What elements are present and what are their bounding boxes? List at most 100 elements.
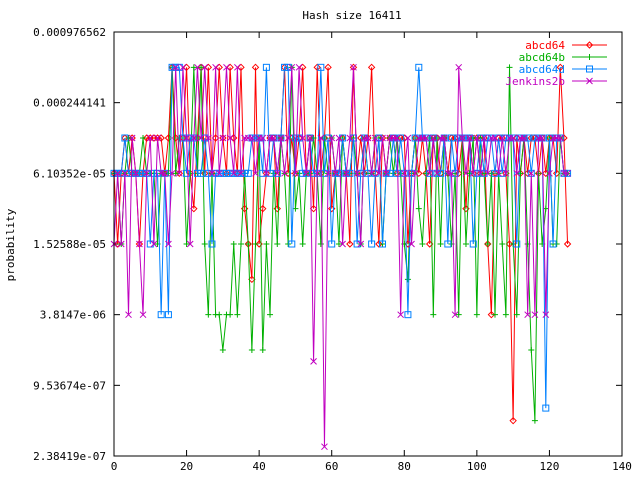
- data-point: [480, 134, 488, 142]
- data-point: [164, 134, 173, 142]
- x-tick-label: 120: [539, 460, 559, 473]
- data-point: [324, 63, 332, 72]
- data-point: [469, 240, 477, 248]
- x-tick-label: 0: [111, 460, 118, 473]
- data-point: [346, 240, 354, 248]
- data-point: [546, 169, 553, 177]
- data-point: [208, 169, 216, 177]
- data-point: [321, 443, 328, 451]
- data-point: [324, 169, 332, 177]
- data-point: [190, 134, 198, 142]
- legend-label: abcd64d: [519, 63, 565, 76]
- y-tick-label: 3.8147e-06: [40, 309, 106, 322]
- data-point: [477, 169, 484, 177]
- data-point: [125, 135, 132, 141]
- data-point: [357, 240, 365, 248]
- data-point: [270, 134, 278, 142]
- data-point: [433, 169, 441, 177]
- series-line: [114, 66, 568, 409]
- data-point: [535, 170, 542, 177]
- series-3: [110, 63, 571, 451]
- data-point: [281, 169, 288, 177]
- data-point: [429, 134, 437, 142]
- data-point: [150, 169, 158, 177]
- data-point: [114, 169, 121, 177]
- data-point: [190, 64, 197, 71]
- data-point: [248, 134, 256, 142]
- data-point: [219, 347, 226, 353]
- legend-marker: [585, 41, 594, 49]
- data-point: [469, 169, 477, 177]
- data-point: [487, 310, 496, 319]
- data-point: [183, 241, 190, 247]
- data-point: [281, 63, 289, 71]
- data-point: [451, 134, 459, 142]
- data-point: [121, 134, 129, 142]
- data-point: [216, 311, 223, 318]
- data-point: [520, 134, 528, 142]
- data-point: [175, 169, 184, 178]
- data-point: [317, 241, 324, 247]
- data-point: [360, 169, 369, 178]
- data-point: [273, 169, 281, 177]
- data-point: [430, 311, 437, 318]
- data-point: [379, 240, 387, 248]
- legend-label: abcd64: [525, 39, 565, 52]
- data-point: [426, 169, 434, 177]
- data-point: [563, 240, 572, 248]
- data-point: [186, 240, 194, 248]
- data-point: [393, 169, 401, 177]
- data-point: [204, 134, 212, 142]
- data-point: [542, 311, 550, 319]
- data-point: [198, 64, 205, 71]
- data-point: [121, 169, 129, 177]
- data-point: [404, 134, 412, 142]
- data-point: [306, 134, 314, 142]
- data-point: [513, 311, 520, 318]
- data-point: [528, 347, 535, 353]
- data-point: [440, 134, 448, 142]
- data-point: [251, 63, 260, 72]
- data-point: [205, 311, 212, 318]
- legend-marker: [586, 77, 593, 85]
- data-point: [208, 240, 216, 248]
- data-point: [201, 63, 209, 71]
- data-point: [466, 134, 473, 142]
- data-point: [423, 170, 430, 177]
- x-tick-label: 20: [180, 460, 193, 473]
- legend-marker: [586, 54, 593, 60]
- data-point: [444, 240, 452, 248]
- data-point: [498, 134, 506, 142]
- data-point: [506, 64, 513, 71]
- data-point: [404, 276, 411, 283]
- data-point: [390, 170, 397, 177]
- data-point: [451, 311, 459, 319]
- data-point: [458, 134, 466, 142]
- data-point: [259, 347, 266, 353]
- data-point: [509, 416, 517, 425]
- data-point: [408, 240, 415, 248]
- y-tick-label: 2.38419e-07: [33, 450, 106, 463]
- data-point: [284, 134, 292, 142]
- data-point: [510, 241, 517, 247]
- data-point: [462, 241, 469, 247]
- data-point: [237, 169, 245, 177]
- data-point: [505, 240, 514, 248]
- data-point: [564, 169, 571, 177]
- data-point: [226, 134, 234, 142]
- x-tick-label: 140: [612, 460, 632, 473]
- data-point: [531, 417, 538, 424]
- data-point: [404, 311, 412, 319]
- legend-label: abcd64b: [519, 51, 565, 64]
- data-point: [448, 169, 455, 177]
- data-point: [375, 240, 383, 248]
- data-point: [509, 134, 517, 142]
- data-point: [150, 240, 158, 248]
- data-point: [495, 169, 502, 177]
- data-point: [227, 311, 234, 318]
- data-point: [291, 134, 299, 142]
- data-point: [277, 134, 285, 142]
- data-point: [238, 241, 244, 247]
